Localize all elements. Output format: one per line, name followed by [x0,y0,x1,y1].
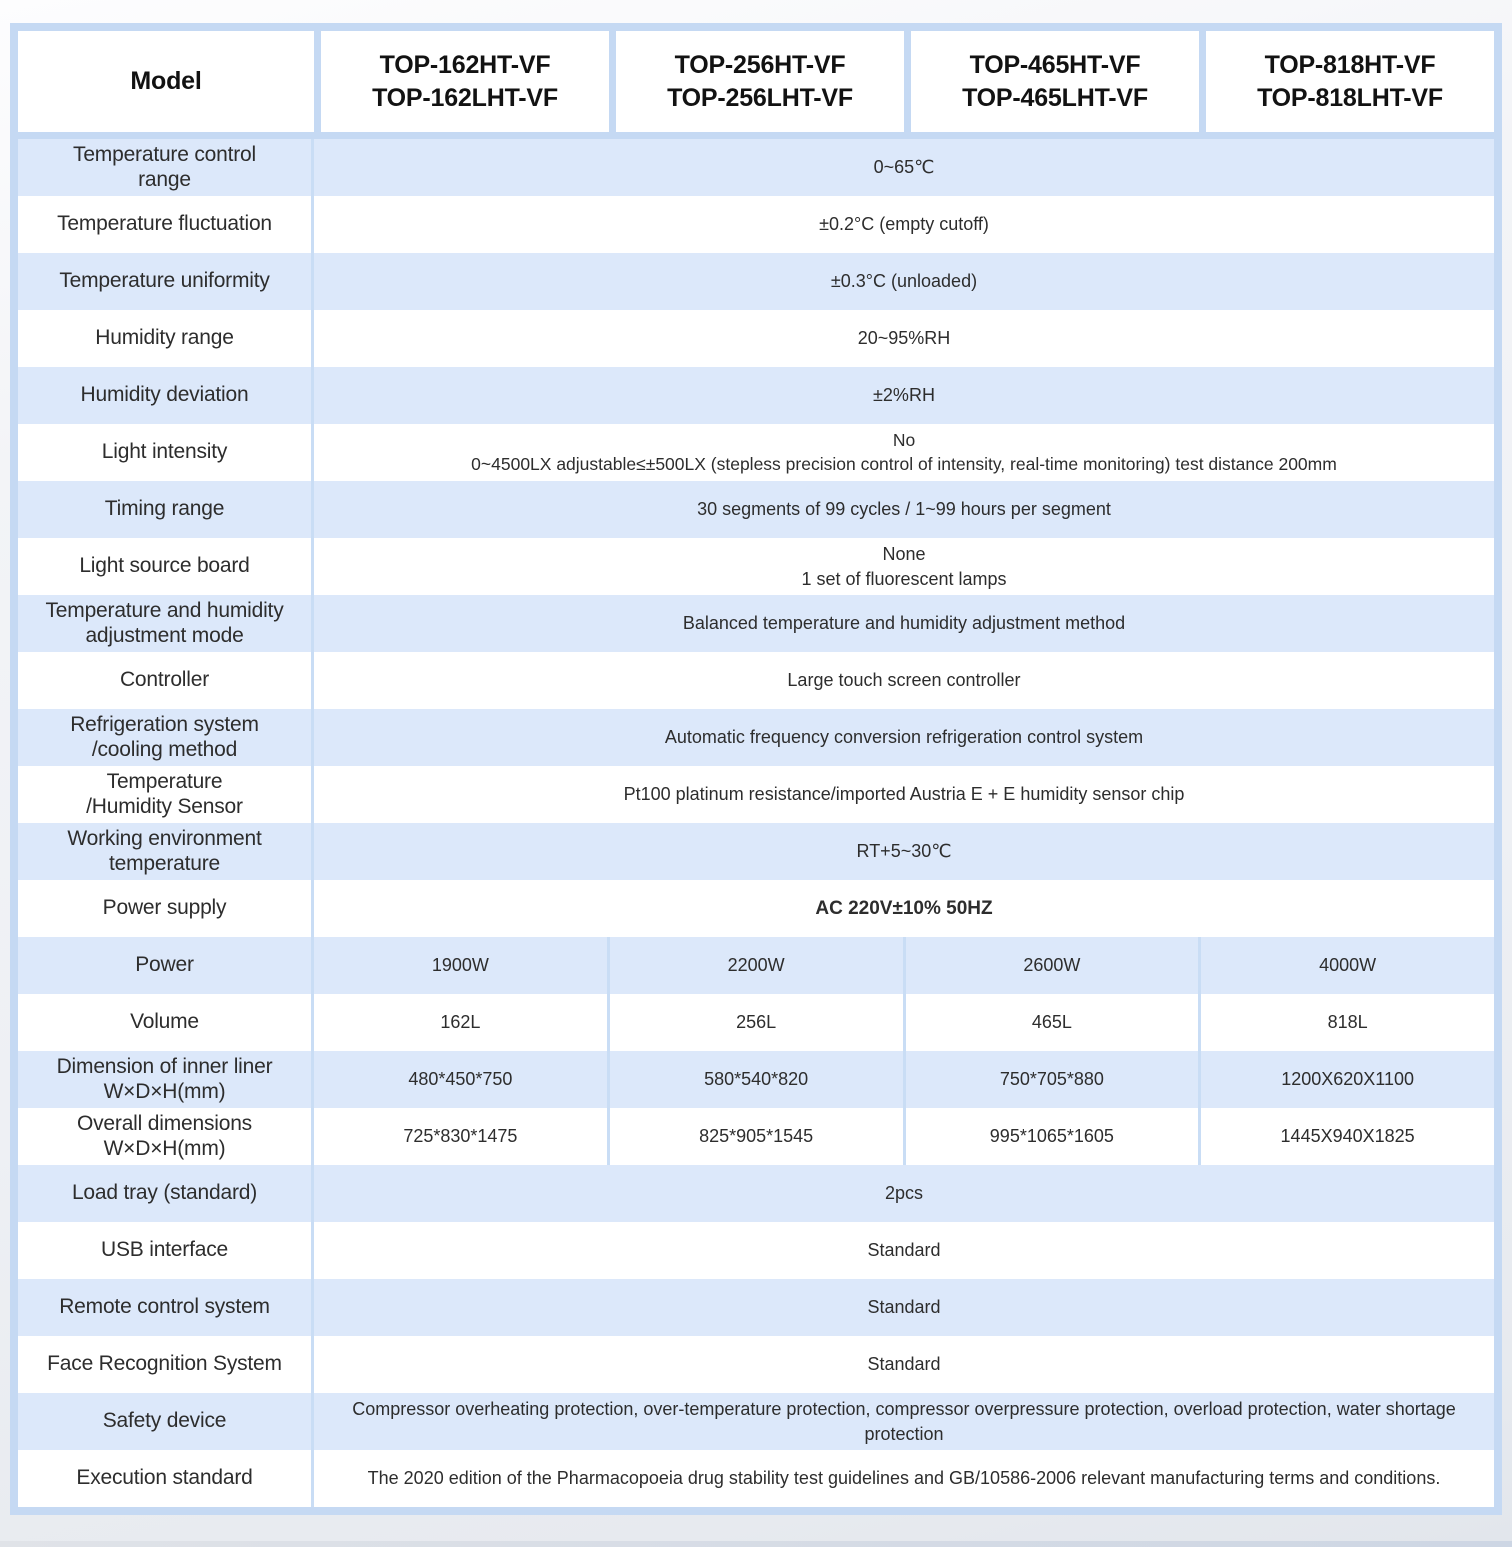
spec-row-temp-humidity-adjustment-mode: Temperature and humidity adjustment mode… [18,595,1494,652]
spec-value: Pt100 platinum resistance/imported Austr… [623,784,1185,805]
spec-value: 2pcs [884,1183,924,1204]
spec-row-face-recognition-system: Face Recognition System Standard [18,1336,1494,1393]
spec-value: Standard [867,1297,941,1318]
spec-label: Load tray (standard) [18,1165,314,1222]
spec-value: Standard [867,1240,941,1261]
spec-row-working-environment-temperature: Working environment temperature RT+5~30℃ [18,823,1494,880]
spec-value: Large touch screen controller [787,670,1021,691]
spec-row-safety-device: Safety device Compressor overheating pro… [18,1393,1494,1450]
spec-label: Face Recognition System [18,1336,314,1393]
model-column-header-4: TOP-818HT-VF TOP-818LHT-VF [1206,31,1494,132]
spec-row-light-intensity: Light intensity No 0~4500LX adjustable≤±… [18,424,1494,481]
spec-label: Overall dimensions W×D×H(mm) [18,1108,314,1165]
spec-row-controller: Controller Large touch screen controller [18,652,1494,709]
spec-value: 30 segments of 99 cycles / 1~99 hours pe… [697,499,1111,520]
spec-value: No 0~4500LX adjustable≤±500LX (stepless … [471,430,1337,474]
spec-row-remote-control-system: Remote control system Standard [18,1279,1494,1336]
spec-value-col-2: 825*905*1545 [606,1108,903,1165]
spec-value-col-4: 1200X620X1100 [1198,1051,1494,1108]
spec-value-col-1: 480*450*750 [408,1069,513,1090]
spec-value: Automatic frequency conversion refrigera… [664,727,1144,748]
spec-value-col-3: 2600W [902,937,1199,994]
spec-value: The 2020 edition of the Pharmacopoeia dr… [367,1468,1441,1489]
spec-value-col-2: 2200W [606,937,903,994]
spec-label: Temperature uniformity [18,253,314,310]
spec-value-col-3: 750*705*880 [902,1051,1199,1108]
spec-value: ±0.2°C (empty cutoff) [819,214,989,235]
spec-value: Standard [867,1354,941,1375]
spec-value-col-3: 465L [902,994,1199,1051]
spec-value-col-1: 725*830*1475 [403,1126,518,1147]
spec-value: ±2%RH [873,385,935,406]
spec-value-col-3: 995*1065*1605 [902,1108,1199,1165]
spec-value-col-4: 1445X940X1825 [1198,1108,1494,1165]
spec-value-col-2: 580*540*820 [606,1051,903,1108]
spec-row-temperature-control-range: Temperature control range 0~65℃ [18,139,1494,196]
spec-row-execution-standard: Execution standard The 2020 edition of t… [18,1450,1494,1507]
spec-row-usb-interface: USB interface Standard [18,1222,1494,1279]
spec-row-power-supply: Power supply AC 220V±10% 50HZ [18,880,1494,937]
spec-label: Temperature fluctuation [18,196,314,253]
spec-table: Model TOP-162HT-VF TOP-162LHT-VF TOP-256… [10,23,1502,1515]
spec-row-temperature-humidity-sensor: Temperature /Humidity Sensor Pt100 plati… [18,766,1494,823]
spec-label: Refrigeration system /cooling method [18,709,314,766]
spec-row-timing-range: Timing range 30 segments of 99 cycles / … [18,481,1494,538]
spec-label: Temperature control range [18,139,314,196]
spec-value: 0~65℃ [873,157,935,178]
spec-value-col-4: 4000W [1198,937,1494,994]
model-header-cell: Model [18,31,314,132]
spec-row-temperature-uniformity: Temperature uniformity ±0.3°C (unloaded) [18,253,1494,310]
spec-value: None 1 set of fluorescent lamps [801,544,1007,589]
spec-row-overall-dimensions: Overall dimensions W×D×H(mm) 725*830*147… [18,1108,1494,1165]
table-header-row: Model TOP-162HT-VF TOP-162LHT-VF TOP-256… [18,31,1494,132]
spec-value-col-4: 818L [1198,994,1494,1051]
model-column-header-2: TOP-256HT-VF TOP-256LHT-VF [616,31,904,132]
spec-row-humidity-deviation: Humidity deviation ±2%RH [18,367,1494,424]
spec-label: Volume [18,994,314,1051]
spec-row-light-source-board: Light source board None 1 set of fluores… [18,538,1494,595]
spec-label: USB interface [18,1222,314,1279]
spec-row-volume: Volume 162L 256L 465L 818L [18,994,1494,1051]
spec-value: 20~95%RH [857,328,951,349]
spec-label: Power supply [18,880,314,937]
spec-value: ±0.3°C (unloaded) [830,271,978,292]
spec-label: Light intensity [18,424,314,481]
page-bottom-shadow [0,1541,1512,1547]
spec-label: Timing range [18,481,314,538]
spec-label: Working environment temperature [18,823,314,880]
model-column-header-3: TOP-465HT-VF TOP-465LHT-VF [911,31,1199,132]
spec-label: Humidity deviation [18,367,314,424]
spec-label: Power [18,937,314,994]
spec-value: AC 220V±10% 50HZ [815,897,993,919]
spec-row-load-tray: Load tray (standard) 2pcs [18,1165,1494,1222]
spec-label: Remote control system [18,1279,314,1336]
spec-value: Balanced temperature and humidity adjust… [682,613,1126,634]
table-body: Temperature control range 0~65℃ Temperat… [18,139,1494,1507]
spec-label: Temperature and humidity adjustment mode [18,595,314,652]
spec-row-inner-liner-dimensions: Dimension of inner liner W×D×H(mm) 480*4… [18,1051,1494,1108]
spec-row-power: Power 1900W 2200W 2600W 4000W [18,937,1494,994]
spec-row-humidity-range: Humidity range 20~95%RH [18,310,1494,367]
spec-value-col-1: 162L [440,1012,481,1033]
spec-label: Temperature /Humidity Sensor [18,766,314,823]
spec-row-temperature-fluctuation: Temperature fluctuation ±0.2°C (empty cu… [18,196,1494,253]
spec-value: Compressor overheating protection, over-… [352,1399,1456,1444]
spec-value-col-2: 256L [606,994,903,1051]
model-column-header-1: TOP-162HT-VF TOP-162LHT-VF [321,31,609,132]
spec-value: RT+5~30℃ [856,841,952,862]
spec-value-col-1: 1900W [431,955,489,976]
spec-label: Safety device [18,1393,314,1450]
spec-row-refrigeration-system: Refrigeration system /cooling method Aut… [18,709,1494,766]
spec-label: Light source board [18,538,314,595]
spec-label: Controller [18,652,314,709]
spec-label: Execution standard [18,1450,314,1507]
spec-label: Dimension of inner liner W×D×H(mm) [18,1051,314,1108]
spec-label: Humidity range [18,310,314,367]
